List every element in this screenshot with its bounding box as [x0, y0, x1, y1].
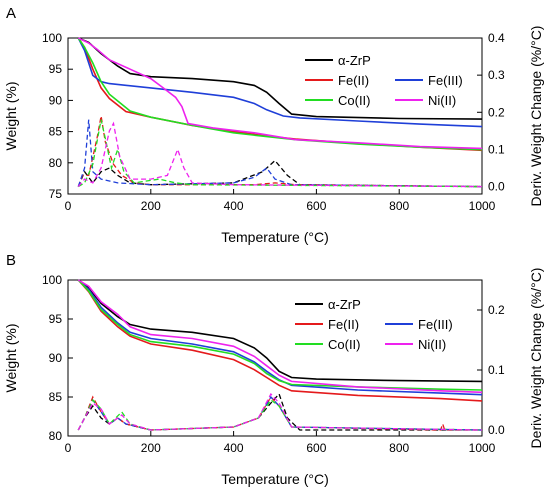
- x-axis-label: Temperature (°C): [221, 471, 329, 487]
- x-tick-label: 400: [224, 199, 244, 213]
- y-tick-label: 80: [49, 429, 63, 443]
- x-tick-label: 600: [306, 441, 326, 455]
- weight-line: [77, 37, 483, 151]
- plot-frame: [67, 37, 483, 195]
- deriv-line: [77, 392, 483, 431]
- legend: α-ZrP Fe(II) Fe(III) Co(II) Ni(II): [305, 53, 463, 108]
- legend-label: Ni(II): [418, 337, 446, 352]
- panel-label: A: [6, 5, 16, 22]
- weight-line: [77, 279, 483, 402]
- y-ticks: 75 80 85 90 95 100: [42, 31, 73, 201]
- deriv-line: [77, 395, 483, 431]
- legend: α-ZrP Fe(II) Fe(III) Co(II) Ni(II): [295, 297, 453, 352]
- weight-line: [77, 37, 483, 120]
- deriv-line: [77, 119, 483, 188]
- x-tick-label: 200: [141, 441, 161, 455]
- y-tick-label: 95: [49, 62, 63, 76]
- y-ticks: 80 85 90 95 100: [42, 273, 73, 443]
- y2-tick-label: 0.3: [488, 68, 505, 82]
- legend-label: Fe(III): [418, 317, 453, 332]
- x-axis-label: Temperature (°C): [221, 229, 329, 245]
- y2-tick-label: 0.1: [488, 363, 505, 377]
- y2-axis-label: Deriv. Weight Change (%/°C): [528, 268, 544, 449]
- deriv-line: [77, 395, 482, 431]
- legend-label: Co(II): [338, 93, 371, 108]
- x-tick-label: 1000: [469, 441, 496, 455]
- y-tick-label: 85: [49, 125, 63, 139]
- y-tick-label: 95: [49, 312, 63, 326]
- x-tick-label: 200: [141, 199, 161, 213]
- x-tick-label: 800: [389, 199, 409, 213]
- plot-area: [77, 37, 483, 188]
- plot-area: [77, 279, 483, 431]
- weight-line: [77, 37, 483, 150]
- y-tick-label: 90: [49, 351, 63, 365]
- y-axis-label: Weight (%): [3, 82, 19, 151]
- y2-tick-label: 0.0: [488, 423, 505, 437]
- weight-line: [77, 279, 483, 396]
- x-tick-label: 1000: [469, 199, 496, 213]
- x-ticks: 0 200 400 600 800 1000: [65, 431, 496, 455]
- legend-label: α-ZrP: [338, 53, 371, 68]
- deriv-line: [77, 119, 483, 188]
- y-axis-label: Weight (%): [3, 324, 19, 393]
- y-tick-label: 100: [42, 31, 62, 45]
- panel-label: B: [6, 252, 16, 269]
- y2-tick-label: 0.4: [488, 31, 505, 45]
- plot-frame: [67, 279, 483, 437]
- x-ticks: 0 200 400 600 800 1000: [65, 189, 496, 213]
- weight-line: [77, 279, 483, 383]
- x-tick-label: 400: [224, 441, 244, 455]
- y2-tick-label: 0.2: [488, 105, 505, 119]
- x-tick-label: 800: [389, 441, 409, 455]
- weight-line: [77, 37, 483, 152]
- y2-ticks: 0.0 0.1 0.2 0.3 0.4: [477, 31, 505, 194]
- y2-tick-label: 0.2: [488, 303, 505, 317]
- legend-label: Ni(II): [428, 93, 456, 108]
- legend-label: Co(II): [328, 337, 361, 352]
- y2-ticks: 0.0 0.1 0.2: [477, 303, 505, 437]
- x-tick-label: 0: [65, 441, 72, 455]
- deriv-line: [77, 115, 483, 188]
- y-tick-label: 80: [49, 156, 63, 170]
- deriv-line: [77, 121, 483, 188]
- legend-label: Fe(II): [328, 317, 359, 332]
- legend-label: α-ZrP: [328, 297, 361, 312]
- legend-label: Fe(III): [428, 73, 463, 88]
- panel-a: A 0 200 400 600 800 1000 75 80 85 90 95 100 0.0 0.1…: [3, 5, 544, 245]
- y-tick-label: 100: [42, 273, 62, 287]
- legend-label: Fe(II): [338, 73, 369, 88]
- weight-line: [77, 279, 483, 394]
- y2-tick-label: 0.0: [488, 180, 505, 194]
- y2-axis-label: Deriv. Weight Change (%/°C): [528, 26, 544, 207]
- y2-tick-label: 0.1: [488, 142, 505, 156]
- weight-line: [77, 37, 483, 128]
- y-tick-label: 90: [49, 93, 63, 107]
- y-tick-label: 85: [49, 390, 63, 404]
- x-tick-label: 0: [65, 199, 72, 213]
- weight-line: [77, 279, 483, 391]
- deriv-line: [77, 392, 482, 431]
- x-tick-label: 600: [306, 199, 326, 213]
- y-tick-label: 75: [49, 187, 63, 201]
